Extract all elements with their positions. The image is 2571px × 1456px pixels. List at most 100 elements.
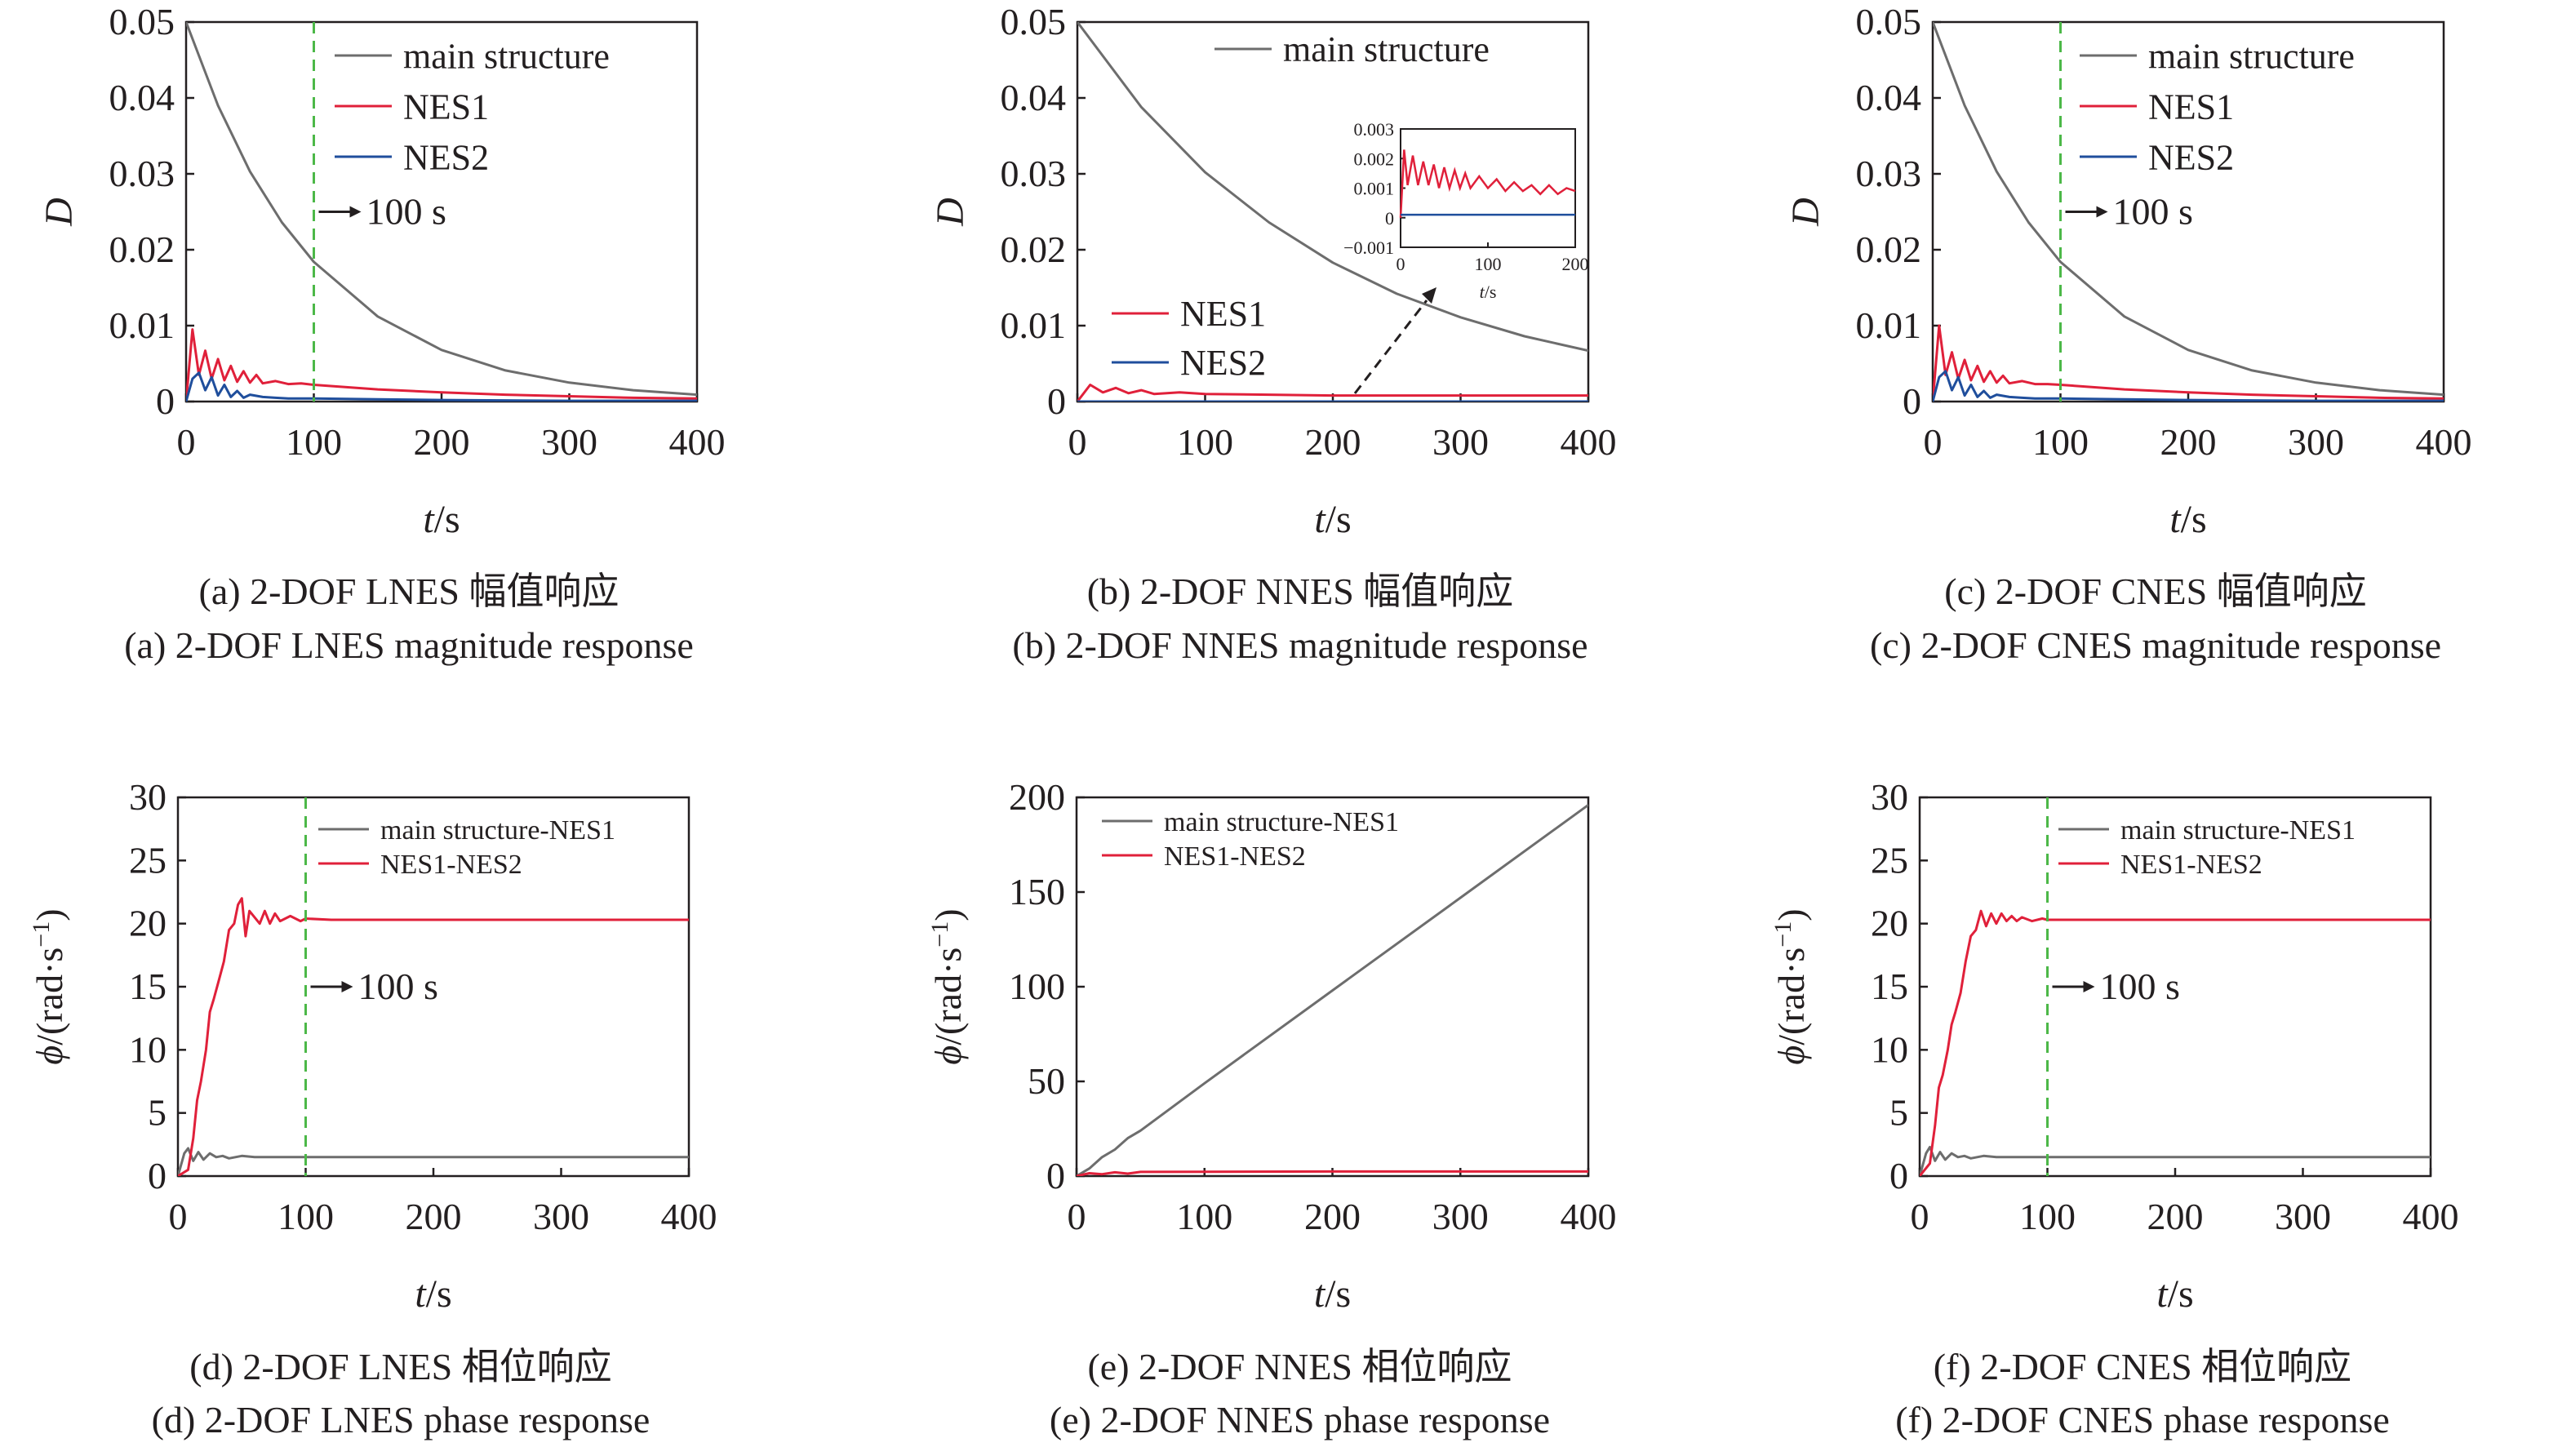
y-tick-label: 0 xyxy=(148,1155,167,1196)
x-tick-label: 300 xyxy=(1432,421,1489,463)
marker-arrow-head xyxy=(349,206,362,218)
x-tick-label: 0 xyxy=(1911,1196,1929,1237)
marker-label: 100 s xyxy=(366,191,446,233)
y-tick-label: 0 xyxy=(1889,1155,1908,1196)
y-tick-label: 25 xyxy=(1871,839,1908,881)
marker-label: 100 s xyxy=(358,965,438,1007)
y-tick-label: 20 xyxy=(1871,903,1908,944)
y-tick-label: 10 xyxy=(129,1028,167,1070)
series-line-nes1 xyxy=(1077,384,1588,402)
series-line-main-structure xyxy=(1933,22,2444,397)
series-line-nes1-nes2 xyxy=(1077,1170,1588,1176)
caption-zh: (a) 2-DOF LNES 幅值响应 xyxy=(199,570,619,612)
x-axis-label: t/s xyxy=(2156,1272,2193,1316)
y-axis-label-close: ) xyxy=(927,908,969,921)
y-tick-label: 5 xyxy=(1889,1092,1908,1134)
y-tick-label: 0 xyxy=(156,380,175,422)
legend-label: NES2 xyxy=(1180,343,1266,383)
legend-label: main structure-NES1 xyxy=(2120,815,2356,846)
x-axis-label-var: t xyxy=(2156,1272,2169,1316)
x-axis-label-var: t xyxy=(1314,498,1326,541)
y-tick-label: 0.01 xyxy=(1856,304,1922,346)
y-axis-label-close: ) xyxy=(29,908,70,921)
legend-label: NES1 xyxy=(1180,294,1266,334)
y-tick-label: 0.05 xyxy=(1856,1,1922,42)
x-tick-label: 200 xyxy=(1305,421,1361,463)
y-axis-label-sup: −1 xyxy=(926,921,953,948)
y-axis-label-unit: /(rad·s xyxy=(1770,948,1812,1045)
caption-en: (a) 2-DOF LNES magnitude response xyxy=(124,624,694,666)
y-axis-label-var: ϕ xyxy=(927,1045,969,1065)
x-axis-label: t/s xyxy=(1314,1272,1351,1316)
x-tick-label: 100 xyxy=(1176,1196,1232,1237)
x-tick-label: 400 xyxy=(2403,1196,2459,1237)
y-tick-label: 0.04 xyxy=(1856,77,1922,118)
caption-en: (f) 2-DOF CNES phase response xyxy=(1895,1399,2390,1440)
y-tick-label: 0.01 xyxy=(1001,304,1067,346)
y-tick-label: 0.05 xyxy=(109,1,175,42)
inset-y-tick-label: 0 xyxy=(1385,208,1394,229)
x-axis-label: t/s xyxy=(423,498,460,541)
y-tick-label: 0.03 xyxy=(1001,153,1067,194)
x-axis-label-var: t xyxy=(415,1272,427,1316)
y-tick-label: 30 xyxy=(1871,776,1908,818)
panel-a: 0 100 200 300 400 0 0.01 0.02 0.03 0.04 0.05 t/s D 10… xyxy=(38,1,726,666)
x-tick-label: 200 xyxy=(2160,421,2217,463)
x-tick-label: 100 xyxy=(286,421,342,463)
y-tick-label: 0.03 xyxy=(109,153,175,194)
x-axis-label-unit: /s xyxy=(426,1272,452,1316)
inset-pointer-line xyxy=(1353,300,1428,394)
y-axis-label: D xyxy=(929,198,972,227)
series-line-nes1 xyxy=(186,328,697,402)
caption-zh: (d) 2-DOF LNES 相位响应 xyxy=(189,1346,611,1387)
y-axis-label: D xyxy=(1784,198,1827,227)
caption-zh: (b) 2-DOF NNES 幅值响应 xyxy=(1087,570,1514,612)
series-line-nes2 xyxy=(1933,370,2444,402)
caption-en: (b) 2-DOF NNES magnitude response xyxy=(1012,624,1587,666)
caption-zh: (f) 2-DOF CNES 相位响应 xyxy=(1934,1346,2351,1387)
x-axis-label-var: t xyxy=(2169,498,2182,541)
x-tick-label: 200 xyxy=(1304,1196,1361,1237)
y-tick-label: 15 xyxy=(1871,965,1908,1007)
y-tick-label: 200 xyxy=(1009,776,1065,818)
x-axis-label-var: t xyxy=(1314,1272,1326,1316)
y-tick-label: 20 xyxy=(129,903,167,944)
x-axis-label: t/s xyxy=(1314,498,1351,541)
y-tick-label: 0 xyxy=(1046,1155,1065,1196)
series-line-main-structure xyxy=(1077,22,1588,353)
x-axis-label-var: t xyxy=(423,498,435,541)
y-axis-label: D xyxy=(38,198,81,227)
y-axis-label: ϕ/(rad·s−1) xyxy=(1770,908,1813,1064)
panel-d: 0 100 200 300 400 0 5 10 15 20 25 30 t/s ϕ/(rad·s−1) 1… xyxy=(28,776,717,1440)
caption-en: (e) 2-DOF NNES phase response xyxy=(1050,1399,1550,1440)
inset-y-tick-label: 0.001 xyxy=(1354,179,1395,199)
series-group xyxy=(1077,804,1588,1176)
legend-label: main structure xyxy=(2148,36,2355,76)
x-axis-label-unit: /s xyxy=(434,498,460,541)
x-tick-label: 400 xyxy=(1561,1196,1617,1237)
x-tick-label: 400 xyxy=(661,1196,717,1237)
legend-label: NES1-NES2 xyxy=(2120,850,2262,880)
inset-x-label-unit: /s xyxy=(1485,282,1497,302)
inset-series-line-nes1 xyxy=(1399,149,1576,218)
y-axis-label-unit: /(rad·s xyxy=(927,948,969,1045)
marker-label: 100 s xyxy=(2100,965,2180,1007)
inset-x-axis-label: t/s xyxy=(1480,282,1497,302)
x-axis-label: t/s xyxy=(2169,498,2206,541)
inset-x-tick-label: 100 xyxy=(1475,254,1502,274)
x-tick-label: 400 xyxy=(669,421,726,463)
caption-zh: (e) 2-DOF NNES 相位响应 xyxy=(1087,1346,1512,1387)
y-axis-label-unit: /(rad·s xyxy=(29,948,70,1045)
inset-x-tick-label: 200 xyxy=(1562,254,1589,274)
x-tick-label: 300 xyxy=(1432,1196,1489,1237)
y-tick-label: 100 xyxy=(1009,965,1065,1007)
series-line-nes2 xyxy=(186,371,697,402)
y-axis-label: ϕ/(rad·s−1) xyxy=(28,908,71,1064)
series-line-main-structure xyxy=(186,22,697,397)
y-axis-label: ϕ/(rad·s−1) xyxy=(926,908,970,1064)
x-tick-label: 300 xyxy=(2288,421,2344,463)
x-tick-label: 400 xyxy=(2416,421,2472,463)
x-tick-label: 100 xyxy=(278,1196,334,1237)
